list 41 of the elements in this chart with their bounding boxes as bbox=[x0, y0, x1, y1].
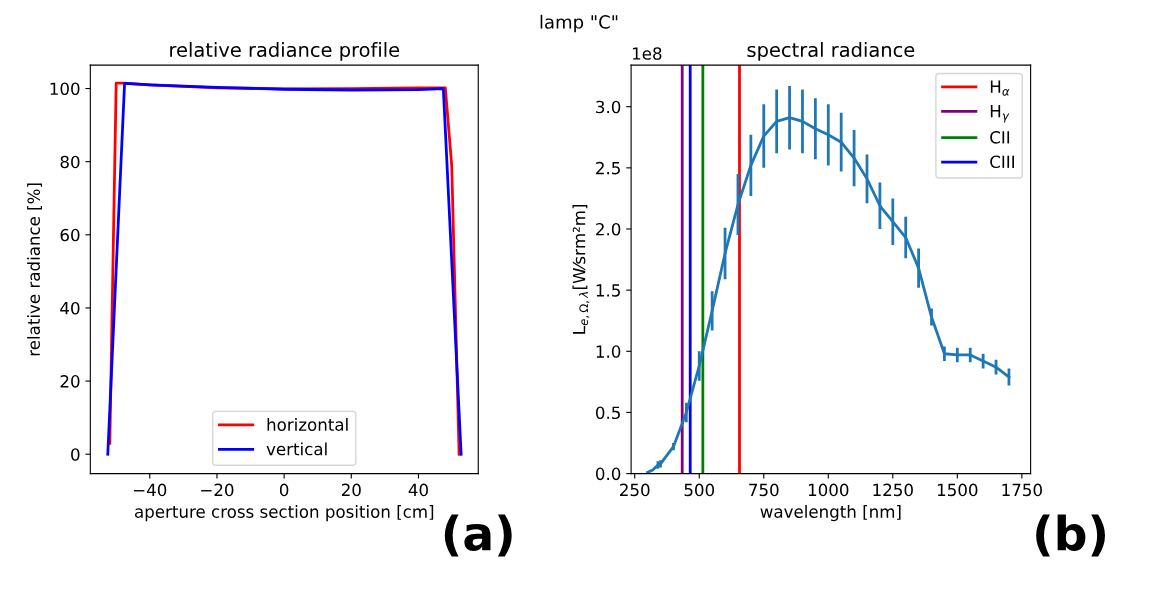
y-tick-label: 0.0 bbox=[595, 467, 621, 481]
y-axis-title: relative radiance [%] bbox=[27, 183, 42, 356]
y-tick-label: 20 bbox=[60, 375, 80, 388]
legend-label: CIII bbox=[990, 155, 1014, 169]
legend-label: H$_{γ}$ bbox=[990, 105, 1010, 123]
text: (a) bbox=[444, 514, 512, 557]
x-tick-label: −40 bbox=[133, 483, 167, 497]
x-tick-label: −20 bbox=[201, 483, 234, 497]
y-tick-label: 60 bbox=[60, 228, 80, 242]
x-axis-title: wavelength [nm] bbox=[760, 505, 901, 522]
x-tick-label: 1000 bbox=[808, 483, 849, 497]
text: 1e8 bbox=[632, 47, 662, 60]
y-axis-title: L$_{e,Ω,λ}$[W⁄srm²m] bbox=[572, 204, 590, 334]
y-tick-label: 100 bbox=[50, 82, 80, 96]
y-tick-label: 80 bbox=[60, 155, 80, 169]
text: (b) bbox=[1036, 514, 1105, 557]
x-tick-label: 40 bbox=[408, 483, 428, 497]
x-tick-label: 0 bbox=[279, 483, 289, 497]
x-tick-label: 1750 bbox=[1002, 483, 1042, 497]
legend-label: vertical bbox=[266, 442, 327, 456]
legend-label: horizontal bbox=[267, 418, 348, 431]
y-tick-label: 0.5 bbox=[595, 406, 620, 420]
text: lamp "C" bbox=[540, 14, 618, 33]
y-tick-label: 40 bbox=[60, 301, 80, 315]
x-tick-label: 20 bbox=[341, 483, 361, 497]
y-tick-label: 2.0 bbox=[596, 222, 621, 236]
x-axis-title: aperture cross section position [cm] bbox=[135, 505, 434, 522]
legend-label: H$_{α}$ bbox=[990, 80, 1010, 96]
y-tick-label: 0 bbox=[71, 448, 80, 461]
x-tick-label: 1500 bbox=[937, 483, 978, 497]
y-tick-label: 2.5 bbox=[596, 161, 620, 175]
legend-label: CII bbox=[990, 131, 1010, 144]
y-tick-label: 1.0 bbox=[596, 345, 621, 358]
y-tick-label: 3.0 bbox=[596, 100, 621, 114]
x-tick-label: 500 bbox=[684, 483, 715, 497]
chart-title: spectral radiance bbox=[747, 42, 915, 61]
x-tick-label: 1250 bbox=[873, 483, 913, 497]
x-tick-label: 750 bbox=[749, 483, 779, 497]
y-tick-label: 1.5 bbox=[596, 284, 620, 297]
chart-title: relative radiance profile bbox=[170, 42, 400, 61]
x-tick-label: 250 bbox=[620, 483, 650, 497]
